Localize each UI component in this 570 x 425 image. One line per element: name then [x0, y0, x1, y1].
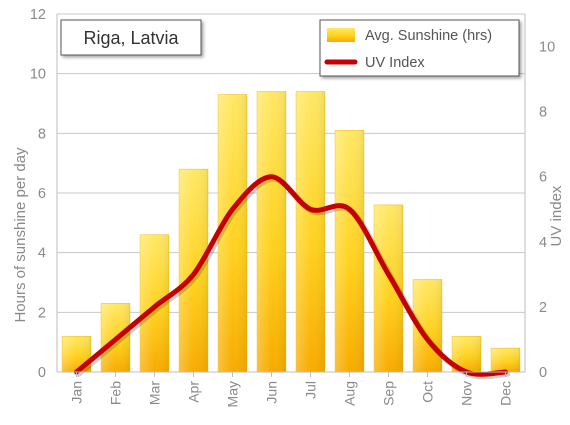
bar-sheen-jul	[296, 92, 325, 372]
x-tick-label-sep: Sep	[381, 381, 397, 406]
y-tick-label-0: 0	[38, 365, 46, 381]
y-tick-label-1: 2	[38, 305, 46, 321]
legend-swatch-sunshine	[327, 28, 355, 42]
y2-tick-label-3: 6	[539, 170, 547, 186]
x-tick-label-jan: Jan	[69, 381, 85, 404]
title-box: Riga, Latvia	[61, 20, 201, 55]
y-axis-label: Hours of sunshine per day	[12, 147, 29, 323]
chart-title: Riga, Latvia	[83, 28, 179, 48]
x-tick-label-mar: Mar	[147, 381, 163, 405]
x-tick-label-oct: Oct	[420, 381, 436, 403]
y2-tick-label-1: 2	[539, 300, 547, 316]
y-tick-label-6: 12	[30, 7, 46, 23]
x-tick-label-dec: Dec	[498, 381, 514, 406]
x-tick-label-may: May	[225, 381, 241, 407]
x-tick-label-apr: Apr	[186, 381, 202, 403]
x-tick-label-feb: Feb	[108, 381, 124, 405]
y2-axis-label: UV index	[548, 185, 565, 246]
legend-label-sunshine: Avg. Sunshine (hrs)	[365, 28, 492, 44]
y-tick-label-3: 6	[38, 186, 46, 202]
x-tick-label-aug: Aug	[342, 381, 358, 406]
bar-sheen-jun	[257, 92, 286, 372]
y2-tick-label-0: 0	[539, 365, 547, 381]
y2-tick-label-2: 4	[539, 235, 547, 251]
y2-tick-label-5: 10	[539, 40, 555, 56]
x-tick-label-nov: Nov	[459, 381, 475, 406]
y-tick-label-2: 4	[38, 246, 46, 262]
x-tick-label-jul: Jul	[303, 381, 319, 399]
y-tick-label-5: 10	[30, 67, 46, 83]
bar-sheen-dec	[491, 348, 520, 372]
y-tick-label-4: 8	[38, 126, 46, 142]
legend: Avg. Sunshine (hrs) UV Index	[320, 20, 519, 76]
y2-tick-label-4: 8	[539, 105, 547, 121]
legend-label-uv: UV Index	[365, 55, 425, 71]
bar-sheen-aug	[335, 130, 364, 372]
x-tick-label-jun: Jun	[264, 381, 280, 404]
